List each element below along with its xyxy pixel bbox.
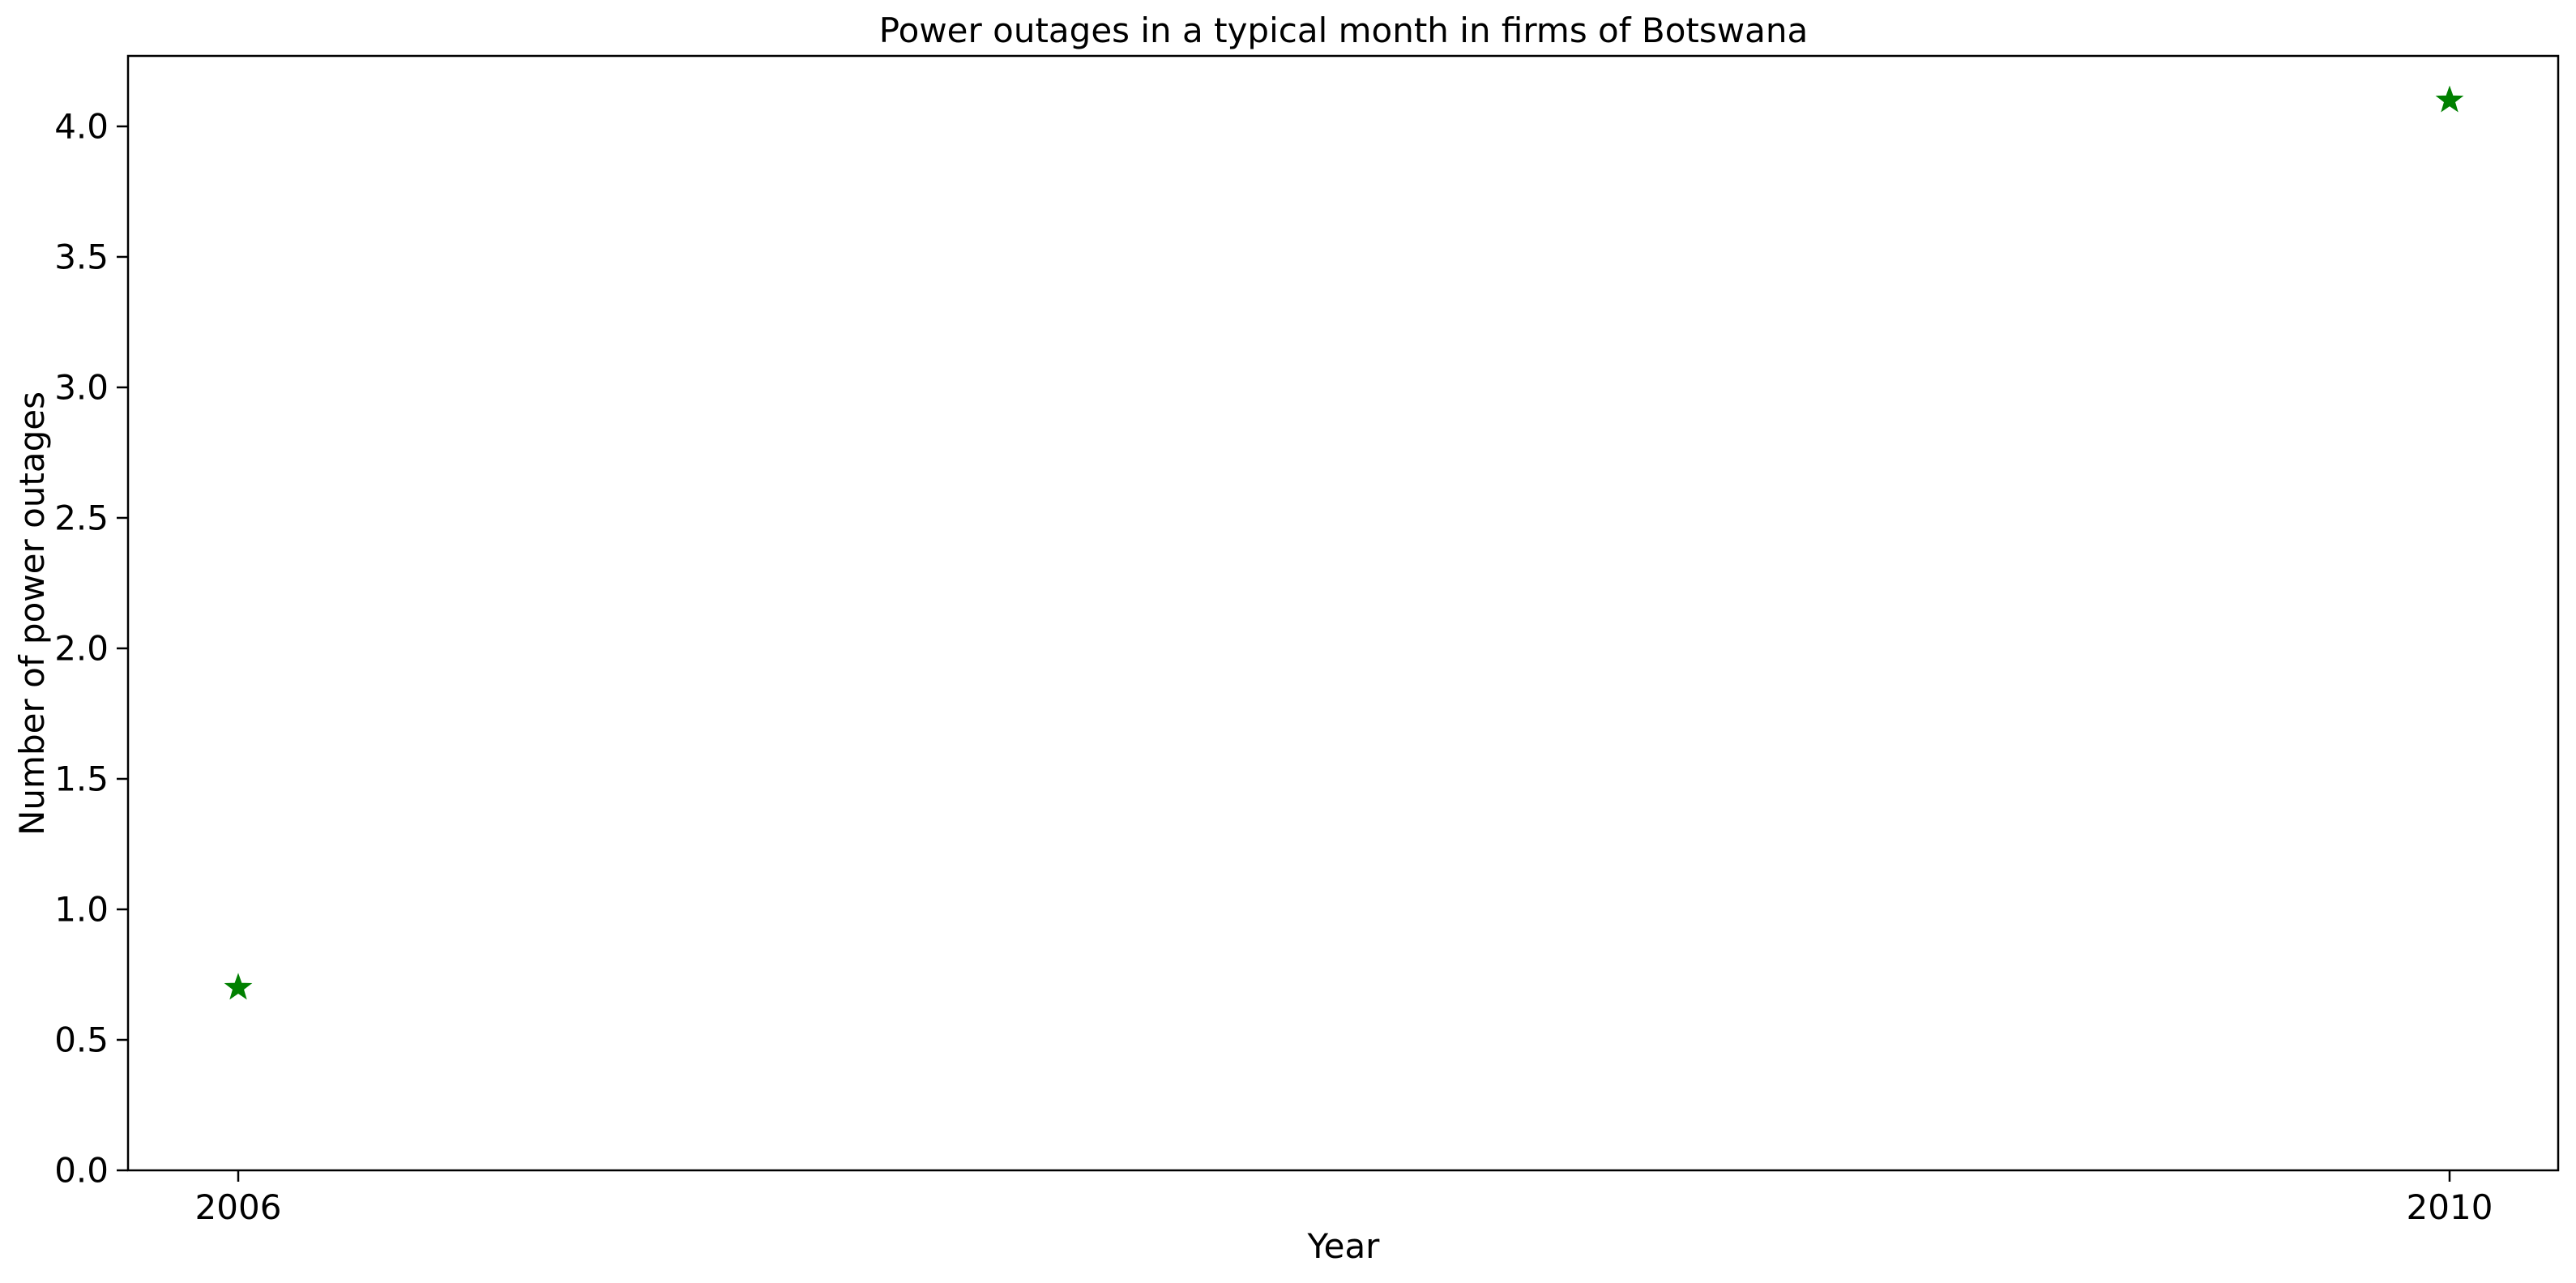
data-points [224, 85, 2464, 1000]
y-tick-label: 3.5 [54, 237, 109, 276]
y-tick-label: 2.5 [54, 498, 109, 537]
y-axis: 0.0 0.5 1.0 1.5 2.0 2.5 3.0 3.5 4.0 [54, 106, 128, 1191]
data-point-star [2435, 85, 2464, 113]
x-axis: 2006 2010 [195, 1170, 2493, 1227]
x-axis-label: Year [1307, 1226, 1381, 1266]
chart-title: Power outages in a typical month in firm… [879, 11, 1808, 50]
y-tick-label: 4.0 [54, 106, 109, 146]
y-tick-label: 1.0 [54, 889, 109, 929]
y-axis-label: Number of power outages [12, 391, 52, 836]
y-tick-label: 0.5 [54, 1020, 109, 1059]
x-tick-label: 2010 [2407, 1187, 2493, 1227]
y-tick-label: 2.0 [54, 628, 109, 668]
data-point-star [224, 973, 253, 1000]
y-tick-label: 3.0 [54, 367, 109, 407]
y-tick-label: 0.0 [54, 1151, 109, 1191]
y-tick-label: 1.5 [54, 759, 109, 798]
x-tick-label: 2006 [195, 1187, 282, 1227]
plot-frame [126, 54, 2560, 1172]
